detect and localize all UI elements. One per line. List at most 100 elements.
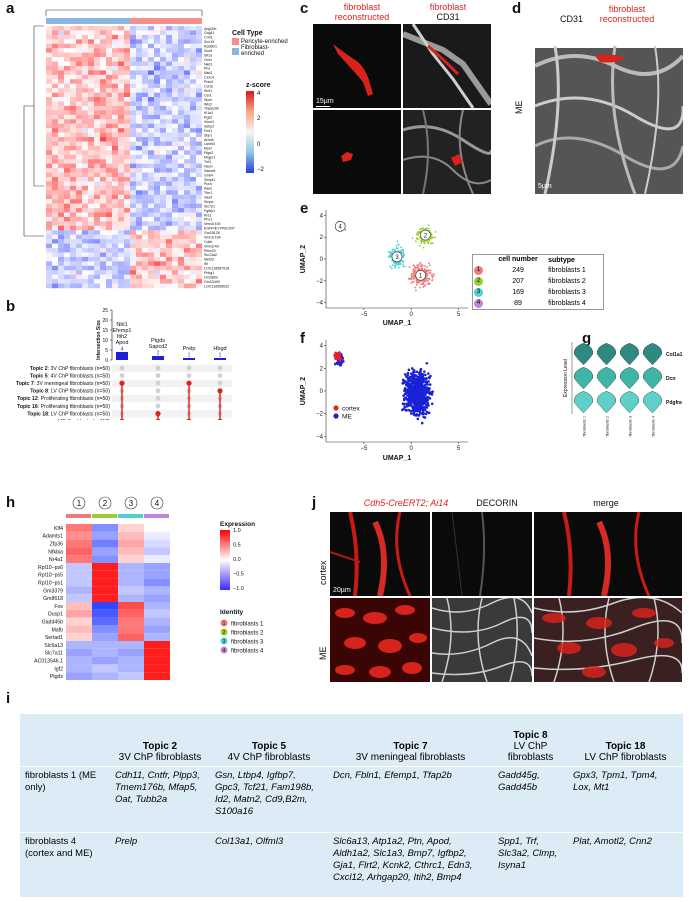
heatmap-cell [184,221,190,227]
panel-j-header-3: merge [593,498,619,508]
violin [573,366,594,390]
micrograph-c-4 [403,110,491,194]
umap-point [424,264,426,267]
umap-point [411,396,415,399]
heatmap-cell [82,185,88,191]
heatmap-cell [118,633,144,641]
umap-point [424,278,427,281]
annotation-cell [118,18,124,24]
heatmap-cell [142,128,148,133]
heatmap-cell [100,57,106,62]
gene-label: Vimn2 [204,120,214,124]
heatmap-cell [136,101,142,107]
heatmap-cell [100,208,106,213]
heatmap-cell [58,88,64,93]
table-row: 4 89 fibroblasts 4 [473,298,603,309]
group-label: fibroblasts 1 [583,416,587,436]
heatmap-cell [124,252,130,258]
heatmap-cell [142,261,148,266]
umap-point [421,265,424,268]
panel-label-j: j [312,494,317,511]
umap-point [396,261,399,264]
heatmap-cell [94,230,100,235]
heatmap-cell [52,83,58,89]
heatmap-cell [184,234,190,240]
heatmap-cell [88,57,94,62]
heatmap-cell [88,239,94,244]
heatmap-cell [118,648,144,657]
heatmap-cell [172,79,178,84]
heatmap-cell [112,270,118,275]
heatmap-a: Ang20bGng11Crnl1Sox15Rps6kl1Sox5Sfrp1Gm4… [23,9,235,288]
heatmap-cell [92,664,118,673]
umap-point [419,399,423,403]
heatmap-cell [58,154,64,160]
subtype-name: fibroblasts 1 [548,267,586,274]
umap-point [392,248,394,251]
dendrogram-top [45,9,203,16]
heatmap-cell [196,265,202,271]
heatmap-cell [184,208,190,213]
heatmap-cell [112,97,118,102]
heatmap-cell [178,57,184,62]
heatmap-cell [148,203,154,209]
heatmap-cell [196,141,202,147]
heatmap-cell [58,194,64,200]
heatmap-cell [184,150,190,155]
heatmap-cell [160,163,166,169]
heatmap-cell [88,105,94,111]
cell-number: 89 [514,300,522,307]
heatmap-cell [100,39,106,44]
heatmap-cell [178,176,184,182]
heatmap-cell [166,26,172,31]
heatmap-cell [196,243,202,249]
heatmap-cell [172,43,178,49]
legend-cell-type-title: Cell Type [232,30,263,37]
heatmap-cell [46,172,52,178]
heatmap-cell [88,212,94,218]
gene-label: Gm3893 [204,275,218,279]
heatmap-cell [136,203,142,209]
heatmap-cell [136,221,142,227]
heatmap-cell [190,137,196,142]
heatmap-cell [190,83,196,89]
heatmap-cell [130,225,136,231]
umap-point [416,237,418,240]
heatmap-cell [118,185,124,191]
heatmap-cell [76,221,82,227]
heatmap-cell [178,34,184,40]
heatmap-cell [118,83,124,89]
umap-point [417,414,421,417]
topic-row: fibroblasts 1 (ME only) Cdh11, Cntfr, Plp… [20,766,683,833]
subtype-dot: 3 [474,288,483,297]
heatmap-cell [190,154,196,160]
topic-header: Topic 2 3V ChP fibroblasts [110,712,210,767]
heatmap-cell [94,203,100,209]
heatmap-cell [100,163,106,169]
heatmap-cell [94,208,100,213]
gene-label: Nepn [204,164,213,168]
heatmap-cell [160,88,166,93]
annotation-cell [154,18,160,24]
heatmap-cell [196,256,202,262]
heatmap-cell [52,199,58,204]
heatmap-cell [88,141,94,147]
heatmap-cell [178,172,184,178]
heatmap-cell [92,625,118,634]
heatmap-cell [178,274,184,280]
heatmap-cell [118,26,124,31]
heatmap-cell [58,114,64,120]
topic-subtitle: 3V meningeal fibroblasts [355,752,466,764]
umap-point [426,401,430,405]
heatmap-cell [136,194,142,200]
heatmap-cell [184,279,190,284]
heatmap-cell [142,168,148,173]
heatmap-cell [100,74,106,80]
heatmap-cell [196,279,202,284]
heatmap-cell [46,221,52,227]
heatmap-cell [142,83,148,89]
heatmap-cell [64,176,70,182]
heatmap-cell [64,252,70,258]
heatmap-cell [196,137,202,142]
gene-label: Zfp36 [50,541,63,547]
